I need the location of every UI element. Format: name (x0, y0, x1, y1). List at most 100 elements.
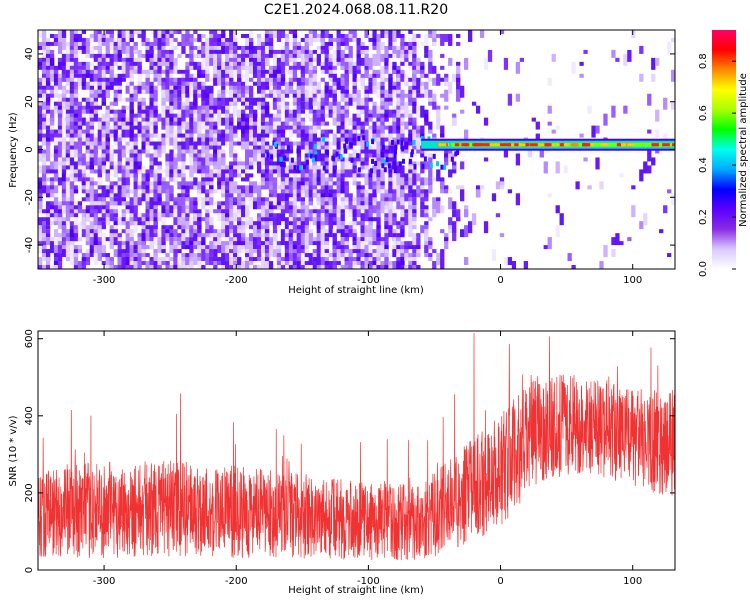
spectrogram-cell (153, 37, 158, 50)
spectrogram-cell (165, 213, 170, 218)
spectrogram-cell (65, 113, 71, 118)
spectrogram-cell (416, 149, 421, 154)
spectrogram-cell (125, 41, 130, 46)
spectrogram-cell (280, 237, 286, 246)
spectrogram-cell (145, 193, 150, 202)
spectrogram-cell (225, 141, 230, 146)
spectrogram-cell (499, 181, 505, 190)
spectrogram-cell (201, 185, 206, 194)
spectrogram-cell (141, 133, 146, 138)
spectrogram-cell (217, 77, 222, 86)
spectrogram-cell (384, 61, 389, 66)
spectrogram-cell (312, 193, 317, 198)
spectrogram-cell (356, 97, 361, 106)
spectrogram-cell (93, 105, 99, 110)
spectrogram-cell (288, 253, 294, 266)
spectrogram-cell (288, 169, 294, 174)
spectrogram-cell (153, 89, 158, 102)
spectrogram-cell (49, 133, 55, 142)
spectrogram-cell (288, 245, 294, 254)
spectrogram-cell (185, 121, 190, 126)
spectrogram-cell (304, 137, 310, 142)
spectrogram-cell (356, 237, 361, 250)
spectrogram-cell (249, 165, 254, 170)
spectrogram-cell (304, 101, 310, 110)
spectrogram-cell (260, 177, 266, 186)
spectrogram-cell (284, 229, 290, 234)
spectrogram-cell (41, 165, 47, 174)
spectrogram-cell (201, 57, 206, 70)
spectrogram-cell (145, 253, 150, 258)
spectrogram-cell (85, 165, 91, 170)
spectrogram-cell (308, 197, 314, 206)
spectrogram-cell (264, 121, 270, 126)
spectrogram-cell (388, 221, 393, 230)
spectrogram-cell (376, 89, 381, 94)
spectrogram-cell (45, 97, 51, 106)
spectrogram-cell (45, 229, 51, 234)
spectrogram-cell (209, 30, 214, 34)
spectrogram-cell (133, 65, 138, 70)
spectrogram-cell (380, 249, 385, 254)
spectrogram-cell (129, 221, 134, 226)
spectrogram-cell (85, 177, 91, 182)
spectrogram-cell (213, 97, 218, 110)
spectrogram-cell (121, 77, 126, 82)
spectrogram-cell (153, 193, 158, 202)
spectrogram-cell (197, 109, 202, 122)
spectrogram-cell (376, 161, 381, 166)
spectrogram-cell (256, 237, 262, 250)
spectrogram-cell (643, 213, 648, 226)
signal-hot-cell (530, 143, 538, 147)
spectrogram-cell (65, 81, 71, 86)
spectrogram-cell (121, 165, 126, 174)
spectrogram-cell (444, 105, 449, 110)
spectrogram-cell (233, 81, 238, 90)
spectrogram-cell (61, 65, 67, 74)
spectrogram-cell (137, 169, 142, 174)
spectrogram-cell (322, 165, 326, 171)
spectrogram-cell (348, 249, 353, 262)
spectrogram-cell (396, 49, 401, 58)
y-tick-label: 0 (24, 146, 35, 152)
spectrogram-cell (454, 151, 458, 157)
spectrogram-cell (209, 185, 214, 190)
spectrogram-cell (376, 121, 381, 126)
spectrogram-cell (296, 61, 302, 70)
spectrogram-cell (296, 261, 302, 269)
spectrogram-cell (270, 154, 274, 160)
spectrogram-cell (384, 257, 389, 269)
spectrogram-cell (157, 173, 162, 186)
spectrogram-cell (157, 49, 162, 62)
spectrogram-cell (85, 53, 91, 58)
spectrogram-cell (440, 181, 445, 194)
spectrogram-cell (372, 45, 377, 50)
spectrogram-cell (105, 137, 110, 142)
spectrogram-cell (129, 189, 134, 194)
spectrogram-cell (45, 125, 51, 130)
spectrogram-cell (292, 117, 298, 130)
spectrogram-cell (169, 53, 174, 66)
spectrogram-cell (173, 129, 178, 138)
spectrogram-cell (93, 217, 99, 230)
spectrogram-cell (249, 181, 254, 186)
spectrogram-cell (181, 93, 186, 98)
spectrogram-cell (121, 41, 126, 54)
spectrogram-cell (356, 49, 361, 54)
spectrogram-cell (89, 73, 95, 78)
spectrogram-cell (161, 49, 166, 58)
spectrogram-cell (49, 241, 55, 254)
spectrogram-cell (336, 189, 341, 194)
spectrogram-cell (623, 53, 628, 66)
spectrogram-cell (117, 185, 122, 198)
spectrogram-cell (249, 193, 254, 202)
spectrogram-cell (109, 117, 114, 122)
spectrogram-cell (177, 217, 182, 230)
spectrogram-cell (256, 49, 262, 62)
spectrogram-cell (53, 89, 59, 94)
spectrogram-cell (245, 145, 250, 150)
spectrogram-cell (129, 93, 134, 98)
spectrogram-cell (93, 97, 99, 102)
spectrogram-cell (364, 129, 369, 138)
